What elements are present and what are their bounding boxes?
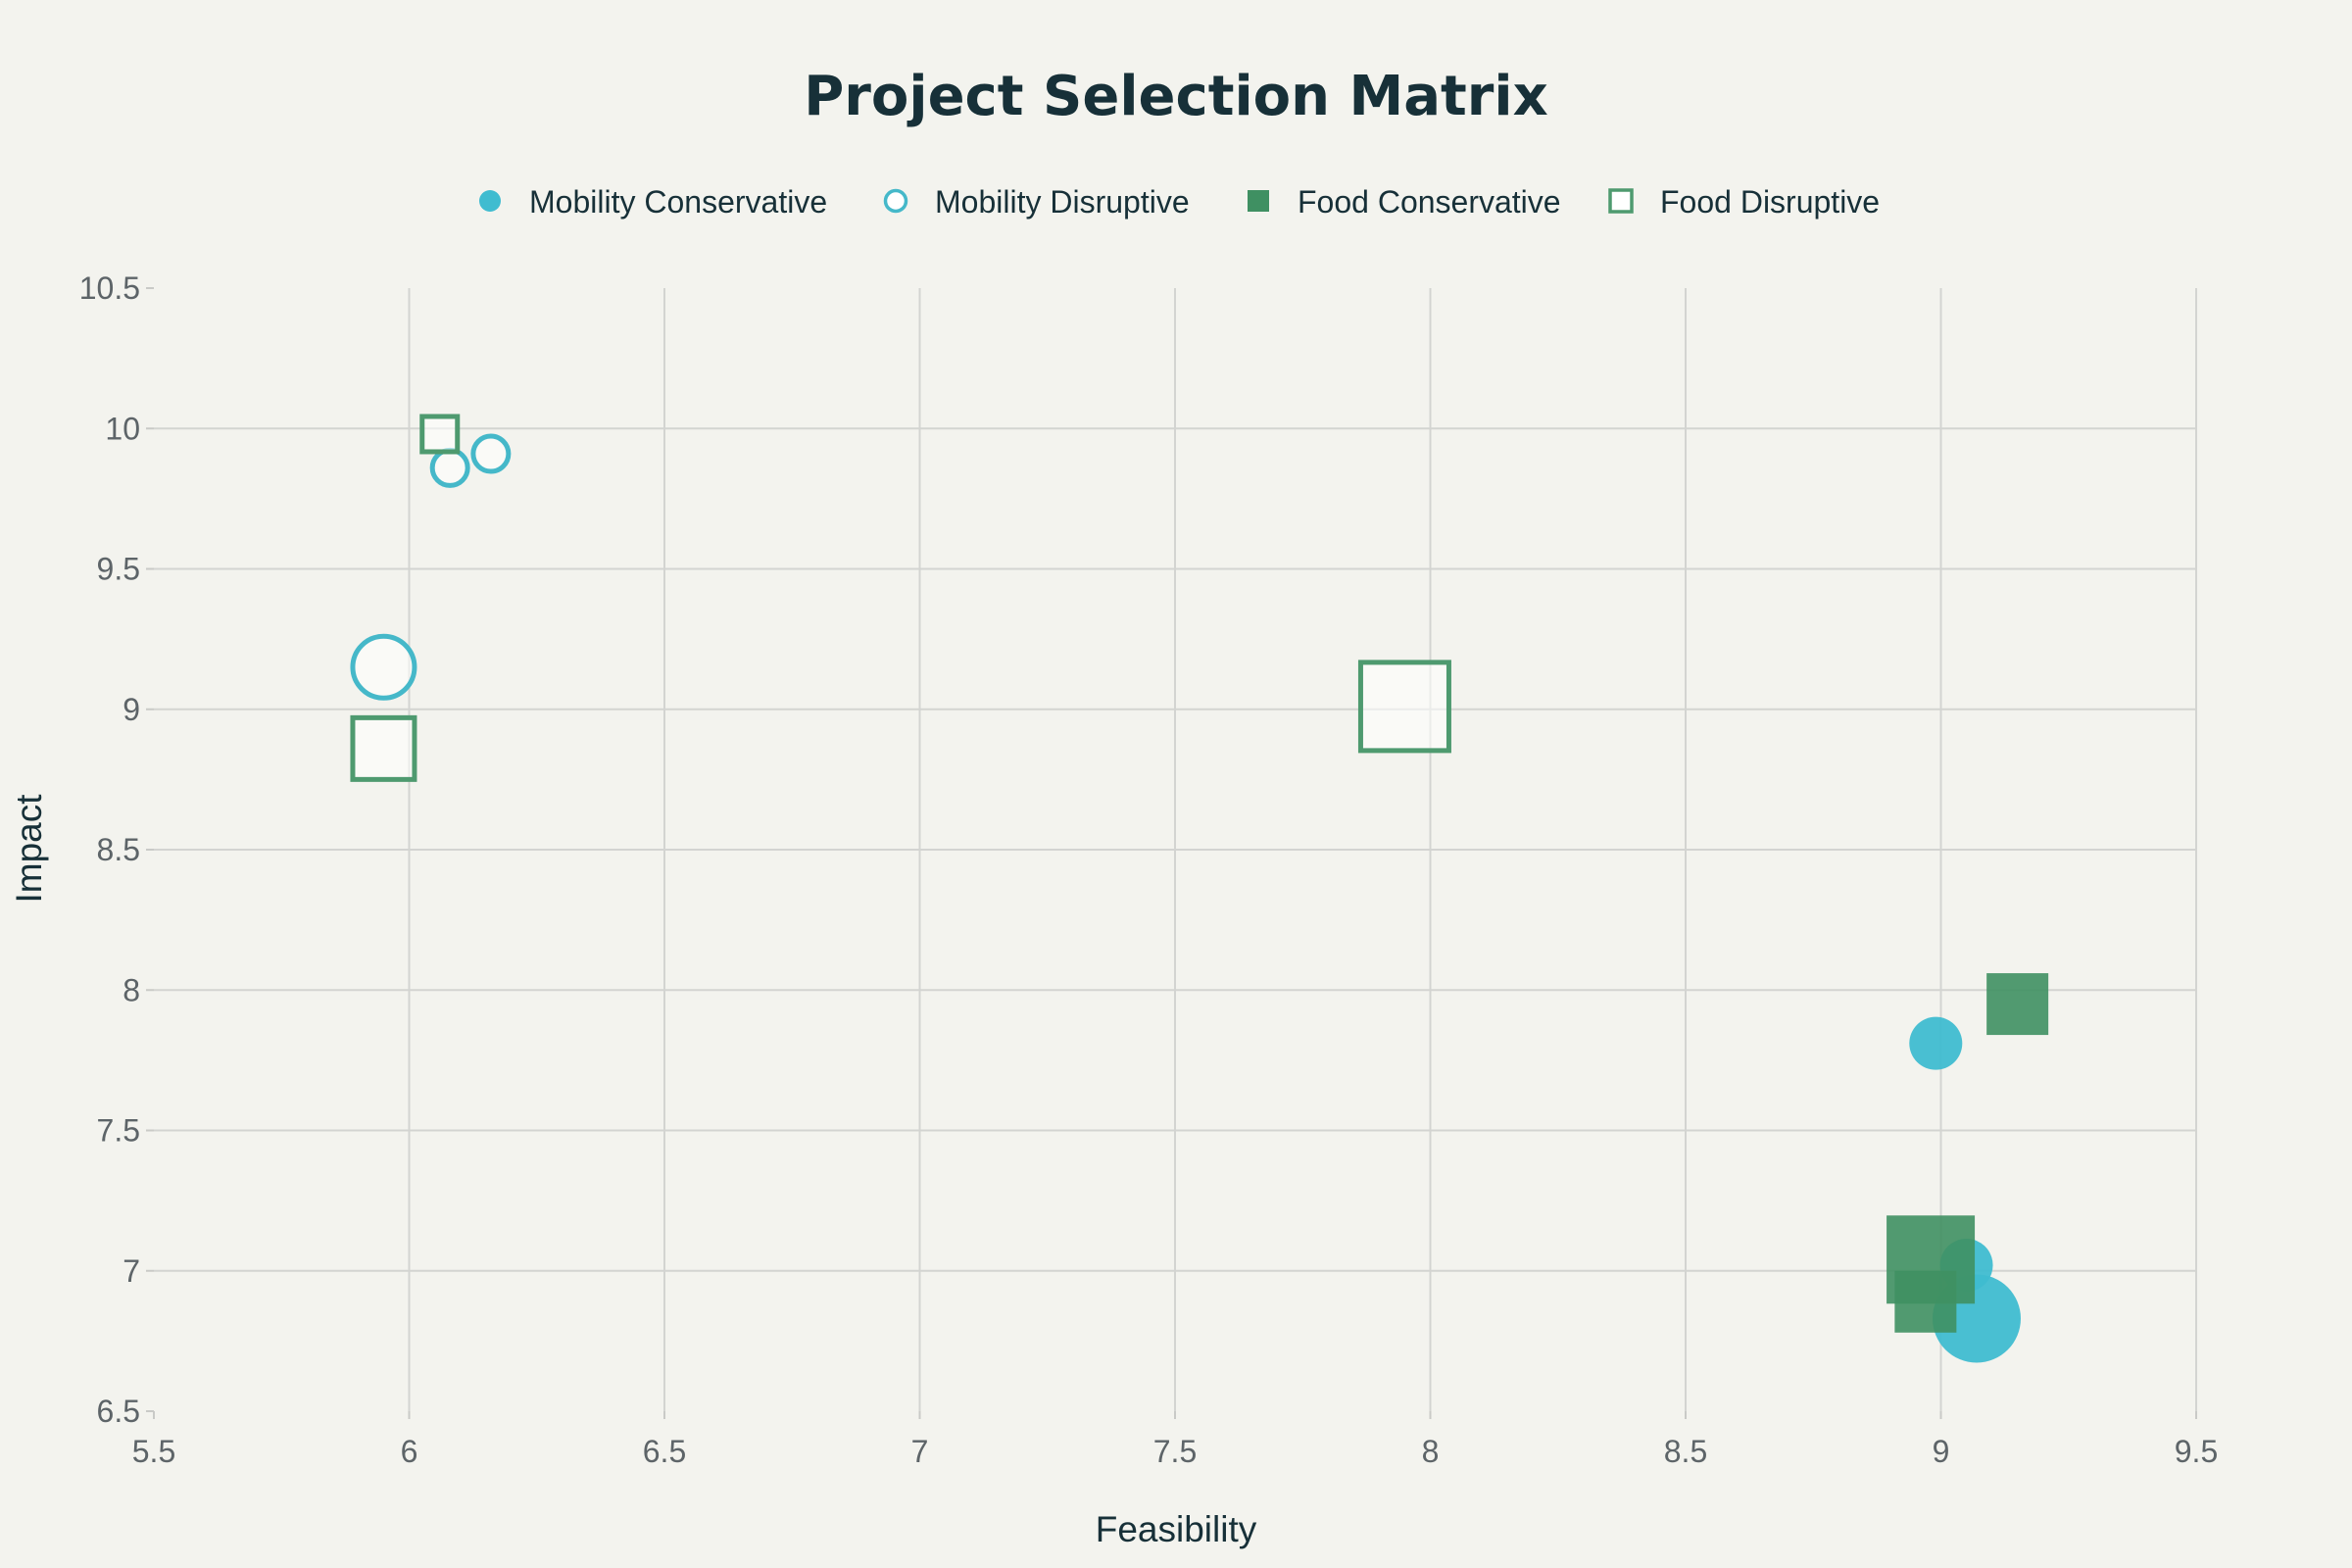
data-point[interactable] — [1894, 1270, 1957, 1333]
y-tick-label: 8 — [122, 972, 140, 1007]
legend-swatch — [1248, 190, 1269, 212]
y-tick-label: 10 — [105, 411, 140, 446]
legend-item[interactable]: Food Conservative — [1248, 184, 1561, 220]
legend-label: Food Disruptive — [1660, 184, 1880, 220]
x-axis-title: Feasibility — [1096, 1509, 1257, 1549]
y-tick-label: 7.5 — [97, 1113, 140, 1149]
x-tick-label: 8 — [1422, 1434, 1440, 1469]
x-tick-label: 6 — [401, 1434, 418, 1469]
data-points — [350, 414, 2049, 1363]
y-tick-label: 8.5 — [97, 832, 140, 867]
y-tick-label: 9 — [122, 692, 140, 727]
legend-swatch — [883, 188, 908, 214]
legend-item[interactable]: Food Disruptive — [1608, 184, 1880, 220]
y-tick-label: 7 — [122, 1253, 140, 1289]
y-tick-label: 6.5 — [97, 1394, 140, 1429]
legend-label: Mobility Disruptive — [935, 184, 1190, 220]
x-tick-label: 5.5 — [132, 1434, 175, 1469]
y-axis-title: Impact — [9, 794, 49, 904]
data-point[interactable] — [1909, 1016, 1963, 1070]
y-tick-label: 10.5 — [79, 270, 140, 306]
x-tick-label: 7.5 — [1153, 1434, 1197, 1469]
data-point[interactable] — [470, 433, 512, 474]
data-point[interactable] — [1357, 660, 1451, 754]
x-tick-label: 6.5 — [643, 1434, 686, 1469]
chart-title: Project Selection Matrix — [804, 65, 1547, 128]
data-point[interactable] — [350, 633, 417, 701]
legend-label: Mobility Conservative — [529, 184, 827, 220]
x-tick-label: 9.5 — [2175, 1434, 2218, 1469]
data-point[interactable] — [350, 714, 417, 782]
x-tick-label: 9 — [1933, 1434, 1950, 1469]
grid — [154, 288, 2197, 1411]
x-tick-label: 7 — [911, 1434, 929, 1469]
y-tick-label: 9.5 — [97, 552, 140, 587]
legend-swatch — [1608, 188, 1634, 214]
legend-label: Food Conservative — [1298, 184, 1561, 220]
legend-swatch — [479, 190, 501, 212]
legend: Mobility Conservative Mobility Disruptive… — [479, 184, 1880, 220]
data-point[interactable] — [429, 447, 470, 488]
axis-ticks: 5.5 6 6.5 7 7.5 8 8.5 9 9.5 6.5 7 7.5 8 8.5 9 9.5 10 10.5 — [79, 270, 2219, 1469]
data-point[interactable] — [419, 414, 461, 455]
legend-item[interactable]: Mobility Disruptive — [883, 184, 1190, 220]
x-tick-label: 8.5 — [1664, 1434, 1707, 1469]
legend-item[interactable]: Mobility Conservative — [479, 184, 827, 220]
data-point[interactable] — [1986, 973, 2049, 1036]
